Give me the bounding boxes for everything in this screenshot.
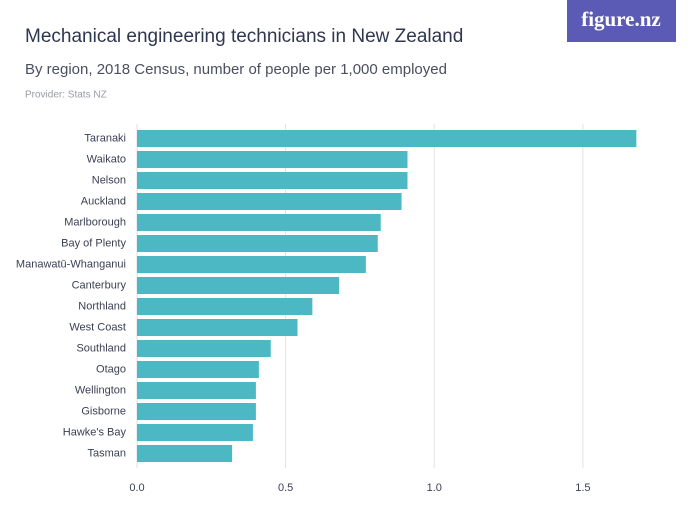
y-tick-label: Taranaki <box>84 132 126 144</box>
bar <box>137 235 378 252</box>
bar <box>137 151 408 168</box>
source: Provider: Stats NZ <box>25 90 107 101</box>
bar <box>137 445 233 462</box>
y-tick-label: Waikato <box>87 153 126 165</box>
bar <box>137 403 256 420</box>
y-tick-label: Southland <box>76 342 126 354</box>
x-tick-label: 0.0 <box>129 482 144 494</box>
bar <box>137 256 366 273</box>
y-tick-label: Hawke's Bay <box>63 426 127 438</box>
y-tick-label: Bay of Plenty <box>61 237 126 249</box>
bar <box>137 172 408 189</box>
bar <box>137 130 637 147</box>
bar <box>137 298 313 315</box>
bar <box>137 340 271 357</box>
y-tick-label: Auckland <box>81 195 126 207</box>
bar <box>137 424 253 441</box>
chart-title: Mechanical engineering technicians in Ne… <box>25 26 463 47</box>
chart-subtitle: By region, 2018 Census, number of people… <box>25 61 447 78</box>
bar <box>137 382 256 399</box>
y-tick-label: Northland <box>78 300 126 312</box>
y-tick-label: Tasman <box>87 447 126 459</box>
bar <box>137 277 340 294</box>
x-tick-label: 0.5 <box>278 482 293 494</box>
bar <box>137 193 402 210</box>
brand-text: figure.nz <box>581 7 661 31</box>
y-tick-label: Gisborne <box>81 405 126 417</box>
bar <box>137 214 381 231</box>
y-tick-label: Marlborough <box>64 216 126 228</box>
y-tick-label: Wellington <box>75 384 126 396</box>
x-tick-label: 1.5 <box>575 482 590 494</box>
brand-logo <box>567 0 676 42</box>
y-tick-label: Otago <box>96 363 126 375</box>
x-tick-label: 1.0 <box>427 482 442 494</box>
y-tick-label: West Coast <box>69 321 126 333</box>
y-tick-label: Manawatū-Whanganui <box>16 258 126 270</box>
y-tick-label: Canterbury <box>72 279 127 291</box>
y-tick-label: Nelson <box>92 174 126 186</box>
bar <box>137 319 298 336</box>
bar <box>137 361 259 378</box>
